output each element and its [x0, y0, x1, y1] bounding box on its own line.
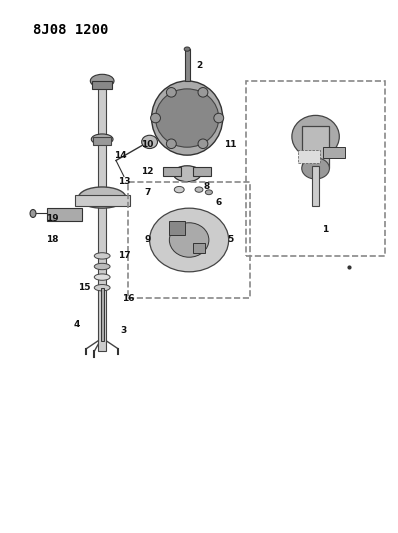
Ellipse shape: [198, 139, 208, 149]
Ellipse shape: [195, 187, 203, 192]
Text: 2: 2: [196, 61, 202, 69]
Ellipse shape: [302, 158, 330, 179]
Bar: [246, 81, 385, 256]
Ellipse shape: [94, 285, 110, 291]
Ellipse shape: [214, 114, 224, 123]
Text: 13: 13: [118, 177, 130, 186]
Text: 10: 10: [141, 140, 154, 149]
Ellipse shape: [94, 274, 110, 280]
Ellipse shape: [78, 187, 126, 208]
Ellipse shape: [198, 87, 208, 97]
Text: 15: 15: [78, 283, 91, 292]
Bar: [47, 208, 82, 221]
Bar: [94, 136, 111, 144]
Bar: [193, 167, 211, 176]
Text: 4: 4: [73, 320, 80, 329]
Text: 14: 14: [114, 151, 126, 160]
Text: 12: 12: [141, 166, 154, 175]
Text: 11: 11: [224, 140, 237, 149]
Ellipse shape: [150, 208, 228, 272]
Ellipse shape: [173, 166, 201, 182]
Text: 5: 5: [228, 236, 234, 245]
Ellipse shape: [150, 114, 160, 123]
Text: 9: 9: [144, 236, 151, 245]
Ellipse shape: [90, 74, 114, 87]
Ellipse shape: [205, 190, 213, 195]
Bar: [98, 76, 106, 351]
Bar: [170, 221, 185, 235]
Bar: [164, 167, 181, 176]
Text: 18: 18: [47, 236, 59, 245]
Ellipse shape: [94, 253, 110, 259]
Text: 7: 7: [144, 188, 151, 197]
Ellipse shape: [94, 263, 110, 270]
Ellipse shape: [292, 115, 339, 158]
Ellipse shape: [152, 81, 223, 155]
Text: 6: 6: [216, 198, 222, 207]
Ellipse shape: [142, 135, 158, 149]
Bar: [193, 243, 205, 253]
Ellipse shape: [170, 223, 209, 257]
Ellipse shape: [174, 187, 184, 193]
Text: 16: 16: [122, 294, 134, 303]
Text: 3: 3: [121, 326, 127, 335]
Bar: [324, 147, 345, 158]
Bar: [312, 166, 319, 206]
Ellipse shape: [166, 139, 176, 149]
Ellipse shape: [91, 134, 113, 144]
Bar: [298, 150, 320, 163]
Bar: [74, 195, 130, 206]
Bar: [302, 126, 330, 168]
Bar: [185, 49, 189, 81]
Ellipse shape: [156, 89, 219, 147]
Text: 17: 17: [117, 252, 130, 261]
Ellipse shape: [184, 47, 190, 51]
Ellipse shape: [166, 87, 176, 97]
Bar: [101, 288, 104, 341]
Text: 1: 1: [322, 225, 329, 234]
Bar: [128, 182, 250, 298]
Bar: [92, 81, 112, 89]
Text: 8: 8: [204, 182, 210, 191]
Text: 8J08 1200: 8J08 1200: [33, 22, 108, 37]
Ellipse shape: [30, 209, 36, 217]
Text: 19: 19: [47, 214, 59, 223]
